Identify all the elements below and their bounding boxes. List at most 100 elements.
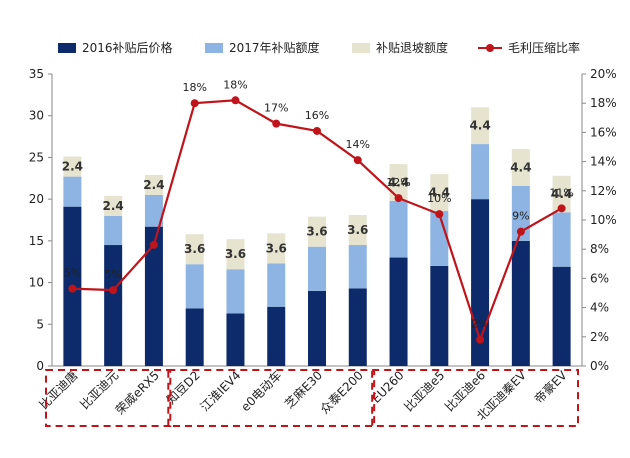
- axes: 051015202530350%2%4%6%8%10%12%14%16%18%2…: [29, 67, 617, 373]
- bar-segment-2: [389, 200, 408, 258]
- segment-label: 3.6: [266, 241, 287, 255]
- segment-label: 3.6: [306, 225, 327, 239]
- right-tick-label: 2%: [590, 330, 609, 344]
- segment-label: 3.6: [347, 223, 368, 237]
- margin-point: [190, 99, 199, 108]
- bar-segment-3: [471, 107, 490, 145]
- bar-segment-2: [348, 245, 367, 289]
- margin-point: [516, 227, 525, 236]
- bar-segment-3: [511, 149, 530, 186]
- bar-segment-2: [144, 194, 163, 227]
- bar-segment-2: [471, 144, 490, 200]
- percent-label: 5%: [104, 268, 121, 281]
- group-box-group-2: [167, 369, 376, 427]
- category-label: 知豆D2: [164, 368, 203, 407]
- percent-label: 2%: [471, 318, 488, 331]
- margin-point: [272, 119, 281, 128]
- right-tick-label: 0%: [590, 359, 609, 373]
- bar-segment-3: [104, 195, 123, 216]
- left-tick-label: 30: [29, 109, 44, 123]
- right-tick-label: 20%: [590, 67, 617, 81]
- bar-segment-1: [348, 288, 367, 366]
- right-tick-label: 6%: [590, 271, 609, 285]
- right-tick-label: 8%: [590, 242, 609, 256]
- category-label: 荣威eRX5: [113, 368, 162, 417]
- bar-segment-3: [389, 164, 408, 201]
- bar-segment-3: [430, 174, 449, 211]
- bar-segment-1: [185, 308, 204, 366]
- bar-segment-2: [185, 264, 204, 309]
- percent-label: 18%: [182, 81, 206, 94]
- percent-label: 9%: [512, 210, 529, 223]
- left-tick-label: 5: [36, 317, 44, 331]
- margin-point: [476, 335, 485, 344]
- legend-label: 补贴退坡额度: [376, 40, 448, 55]
- left-tick-label: 20: [29, 192, 44, 206]
- margin-point: [435, 210, 444, 219]
- category-label: e0电动车: [238, 368, 285, 415]
- margin-point: [149, 240, 158, 249]
- bar-segment-3: [552, 175, 571, 213]
- left-tick-label: 10: [29, 276, 44, 290]
- bar-segment-1: [552, 266, 571, 366]
- legend-marker: [486, 44, 494, 52]
- bar-segment-2: [308, 246, 326, 291]
- bar-segment-2: [63, 176, 82, 207]
- bar-segment-1: [267, 306, 286, 366]
- segment-label: 4.4: [551, 187, 572, 201]
- bar-segment-1: [104, 245, 123, 366]
- legend-label: 2016补贴后价格: [82, 40, 173, 55]
- bar-segment-3: [348, 214, 367, 246]
- margin-point: [557, 204, 566, 213]
- bar-segment-2: [226, 269, 245, 314]
- left-tick-label: 0: [36, 359, 44, 373]
- legend-swatch: [352, 43, 370, 53]
- bar-segment-3: [63, 156, 82, 177]
- right-tick-label: 10%: [590, 213, 617, 227]
- bar-segment-3: [226, 239, 245, 270]
- legend: 2016补贴后价格 2017年补贴额度 补贴退坡额度 毛利压缩比率: [58, 40, 580, 55]
- segment-label: 3.6: [184, 242, 205, 256]
- category-label: 众泰E200: [317, 368, 365, 416]
- legend-swatch: [205, 43, 223, 53]
- bar-segment-3: [185, 234, 204, 265]
- bar-segment-3: [267, 233, 286, 264]
- bar-segment-1: [430, 265, 449, 366]
- bar-segment-2: [511, 185, 530, 241]
- segment-label: 3.6: [225, 247, 246, 261]
- bar-segment-2: [267, 263, 286, 307]
- category-label: 比亚迪唐: [36, 368, 81, 413]
- right-tick-label: 12%: [590, 184, 617, 198]
- segment-label: 2.4: [143, 178, 164, 192]
- legend-label: 毛利压缩比率: [508, 40, 580, 55]
- segment-label: 4.4: [510, 160, 531, 174]
- segment-label: 2.4: [62, 160, 83, 174]
- bar-segment-2: [104, 215, 123, 246]
- group-boxes: [45, 369, 579, 427]
- bar-segment-1: [308, 290, 326, 366]
- right-tick-label: 18%: [590, 96, 617, 110]
- bar-segment-2: [552, 212, 571, 267]
- percent-label: 14%: [346, 138, 370, 151]
- bar-segment-1: [144, 226, 163, 366]
- category-label: 江淮IEV4: [198, 368, 244, 414]
- margin-point: [68, 284, 77, 293]
- right-tick-label: 4%: [590, 301, 609, 315]
- category-label: 比亚迪e5: [401, 368, 447, 414]
- left-tick-label: 15: [29, 234, 44, 248]
- margin-point: [231, 96, 240, 105]
- margin-point: [353, 156, 362, 165]
- right-tick-label: 14%: [590, 155, 617, 169]
- segment-label: 2.4: [103, 199, 124, 213]
- bar-segment-3: [308, 216, 326, 247]
- legend-label: 2017年补贴额度: [229, 40, 320, 55]
- segment-label: 4.4: [388, 175, 409, 189]
- right-tick-label: 16%: [590, 125, 617, 139]
- category-label: 帝豪EV: [531, 367, 570, 406]
- bar-segment-2: [430, 210, 449, 266]
- segment-label: 4.4: [469, 119, 490, 133]
- percent-label: 16%: [305, 109, 329, 122]
- bar-segment-1: [389, 257, 408, 366]
- bar-segment-1: [226, 313, 245, 366]
